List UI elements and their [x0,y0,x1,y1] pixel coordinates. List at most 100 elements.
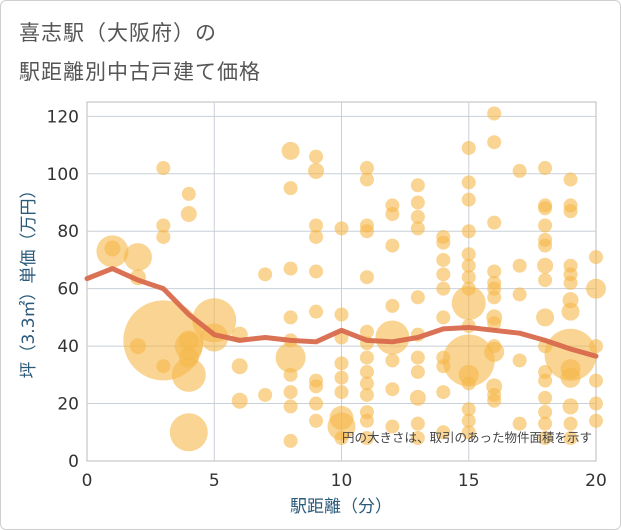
bubble-point [487,393,502,408]
bubble-point [563,172,578,187]
bubble-point [589,250,603,265]
bubble-point [487,316,502,331]
y-tick-label: 60 [57,280,79,300]
x-tick-label: 10 [331,471,353,491]
bubble-point [385,298,400,313]
bubble-point [123,243,152,272]
y-tick-label: 80 [57,222,79,242]
bubble-point [283,385,298,400]
bubble-point [156,161,171,176]
bubble-point [231,392,248,409]
bubble-point [436,310,451,325]
bubble-point [461,376,476,391]
bubble-point [436,385,451,400]
x-tick-label: 5 [209,471,220,491]
bubble-point [487,290,502,305]
bubble-point [410,209,425,224]
trend-line-layer [84,266,599,359]
bubble-point [537,257,554,274]
y-axis-label: 坪（3.3㎡）単価（万円） [19,181,39,378]
bubble-point [309,229,324,244]
bubble-point [461,192,476,207]
bubble-point [104,240,121,257]
bubble-point [563,431,578,446]
bubble-point [512,353,527,368]
bubble-point [334,431,349,446]
bubble-point [334,356,349,371]
bubble-point [231,358,248,375]
bubble-point [487,135,502,150]
bubble-point [410,195,425,210]
bubble-point [586,278,606,299]
bubble-point [538,390,553,405]
bubble-point [442,334,495,387]
bubble-point [461,175,476,190]
bubble-point [334,307,349,322]
bubble-point [410,364,425,379]
bubble-point [359,431,374,446]
bubble-point [169,413,208,452]
bubble-point [538,405,553,420]
bubble-point [589,413,603,428]
bubble-point [385,207,400,222]
bubble-point [544,328,597,381]
bubble-point [410,350,425,365]
bubble-point [410,431,425,446]
bubble-point [461,413,476,428]
bubble-point [385,419,400,434]
bubble-point [180,206,197,223]
bubble-point [281,141,300,160]
bubble-point [538,201,553,216]
bubble-point [359,161,374,176]
bubble-point [156,218,171,233]
bubble-point [461,224,476,239]
bubble-layer [96,106,606,452]
bubble-point [385,353,400,368]
bubble-point [538,431,553,446]
bubble-point [487,106,502,121]
x-tick-label: 20 [585,471,607,491]
bubble-point [561,302,580,321]
bubble-point [156,359,171,374]
bubble-point [275,342,306,373]
bubble-point [410,221,425,236]
bubble-point [410,416,425,431]
y-tick-label: 100 [47,165,79,185]
y-tick-label: 20 [57,395,79,415]
bubble-point [512,287,527,302]
bubble-point [512,416,527,431]
bubble-point [359,270,374,285]
bubble-point [156,229,171,244]
y-tick-label: 0 [68,452,79,472]
bubble-point [538,218,553,233]
bubble-point [309,379,324,394]
bubble-point [512,258,527,273]
bubble-point [461,258,476,273]
bubble-point [334,370,349,385]
bubble-point [436,252,451,267]
bubble-point [283,181,298,196]
bubble-point [484,341,505,362]
size-annotation: 円の大きさは、取引のあった物件面積を示す [342,430,592,445]
bubble-point [359,324,374,339]
average-trend-line [84,266,599,359]
bubble-point [461,247,476,262]
chart-title-line-2: 駅距離別中古戸建て価格 [19,60,261,84]
chart-title-line-1: 喜志駅（大阪府）の [19,21,217,45]
bubble-point [359,376,374,391]
bubble-point [308,162,325,179]
bubble-point [385,382,400,397]
bubble-point [181,186,196,201]
bubble-point [410,290,425,305]
y-tick-label: 120 [47,107,79,127]
bubble-point [334,221,349,236]
bubble-point [461,270,476,285]
bubble-point [436,281,451,296]
x-axis-label: 駅距離（分） [290,497,392,517]
bubble-point [538,238,553,253]
bubble-point [309,304,324,319]
bubble-point [359,350,374,365]
bubble-point [512,163,527,178]
bubble-point [589,396,603,411]
